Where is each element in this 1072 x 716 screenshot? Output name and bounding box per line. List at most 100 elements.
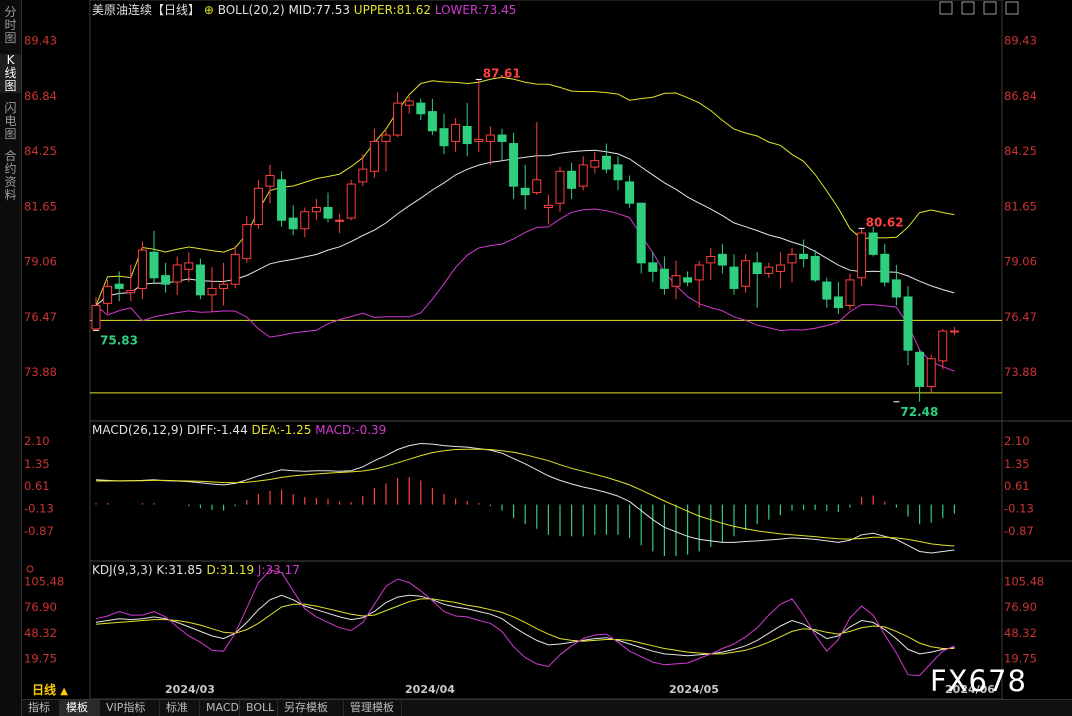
bottom-tab-3[interactable]: 标准 xyxy=(160,700,200,716)
candle-body-62 xyxy=(810,255,820,281)
bottom-toolbar: 指标 模板 VIP指标 标准 MACD BOLL 另存模板 管理模板 xyxy=(22,699,1072,716)
candle-body-47 xyxy=(636,202,646,264)
header-part-2: ⊕ xyxy=(200,3,218,17)
candle-body-15 xyxy=(265,175,275,187)
kdj-tick-right-3: 19.75 xyxy=(1004,652,1037,666)
macd-tick-left-2: 0.61 xyxy=(24,479,50,493)
macd-tick-right-2: 0.61 xyxy=(1004,479,1030,493)
candle-body-36 xyxy=(509,143,519,187)
bottom-tab-2[interactable]: VIP指标 xyxy=(100,700,160,716)
candle-body-49 xyxy=(659,268,669,289)
macd-diff-line xyxy=(95,442,955,554)
price-tick-right-1: 86.84 xyxy=(1004,89,1037,103)
price-tick-left-0: 89.43 xyxy=(24,34,57,48)
candle-body-58 xyxy=(764,266,774,275)
macd-header: MACD(26,12,9) DIFF:-1.44 DEA:-1.25 MACD:… xyxy=(92,423,386,437)
candle-body-57 xyxy=(752,262,762,275)
bottom-tab-7[interactable]: 管理模板 xyxy=(344,700,402,716)
candle-body-21 xyxy=(335,219,345,222)
candle-body-38 xyxy=(532,179,542,194)
price-tick-left-6: 73.88 xyxy=(24,365,57,379)
boll-upper-line xyxy=(95,76,955,306)
annotation-label-0: 87.61 xyxy=(483,66,521,80)
annotation-label-2: 75.83 xyxy=(100,333,138,347)
candle-body-51 xyxy=(683,277,693,283)
kdj-settings-icon xyxy=(26,565,34,573)
candle-body-40 xyxy=(555,170,565,204)
sidebar-tab-2[interactable]: 闪电图 xyxy=(4,101,17,141)
candle-body-1 xyxy=(103,285,113,304)
restore-window-icon[interactable] xyxy=(983,1,997,15)
candle-body-9 xyxy=(195,264,205,296)
macd-header-part-2: DEA:-1.25 xyxy=(252,423,316,437)
bottom-tab-6[interactable]: 另存模板 xyxy=(278,700,344,716)
macd-tick-left-4: -0.87 xyxy=(24,524,54,538)
price-tick-right-6: 73.88 xyxy=(1004,365,1037,379)
candle-body-74 xyxy=(949,330,959,333)
candle-body-68 xyxy=(880,253,890,283)
candle-body-27 xyxy=(404,100,414,106)
bottom-tab-0[interactable]: 指标 xyxy=(22,700,60,716)
candle-body-59 xyxy=(775,264,785,272)
candle-body-24 xyxy=(369,140,379,172)
candle-body-35 xyxy=(497,134,507,142)
macd-tick-right-0: 2.10 xyxy=(1004,434,1030,448)
boll-lower-line xyxy=(95,208,955,372)
chart-canvas: 89.43 89.43 86.84 86.84 84.25 84.25 81.65 81.65… xyxy=(24,0,1072,699)
watermark: FX678 xyxy=(930,664,1027,698)
x-tick-0: 2024/03 xyxy=(165,683,215,696)
price-tick-left-5: 76.47 xyxy=(24,310,57,324)
candle-body-50 xyxy=(671,275,681,287)
candle-body-2 xyxy=(114,283,124,289)
header-part-3: BOLL(20,2) xyxy=(218,3,289,17)
kdj-header-part-3: J:33.17 xyxy=(257,563,300,577)
candle-body-34 xyxy=(485,134,495,142)
candle-body-18 xyxy=(300,211,310,230)
price-tick-right-5: 76.47 xyxy=(1004,310,1037,324)
candle-body-39 xyxy=(543,204,553,208)
candle-body-53 xyxy=(706,255,716,264)
macd-header-part-0: MACD(26,12,9) xyxy=(92,423,187,437)
macd-dea-line xyxy=(96,448,955,547)
candle-body-7 xyxy=(172,264,182,283)
macd-header-part-1: DIFF:-1.44 xyxy=(187,423,252,437)
candle-body-56 xyxy=(741,260,751,287)
macd-header-part-3: MACD:-0.39 xyxy=(315,423,386,437)
candle-body-54 xyxy=(717,253,727,266)
kdj-tick-left-3: 19.75 xyxy=(24,652,57,666)
close-window-icon[interactable] xyxy=(1005,1,1019,15)
macd-tick-left-3: -0.13 xyxy=(24,502,54,516)
candle-body-12 xyxy=(230,253,240,285)
kdj-header-part-0: KDJ(9,3,3) xyxy=(92,563,156,577)
move-window-icon[interactable] xyxy=(939,1,953,15)
kdj-header-part-2: D:31.19 xyxy=(206,563,257,577)
period-selector[interactable]: 日线 ▲ xyxy=(32,683,68,697)
annotation-label-3: 72.48 xyxy=(900,405,938,419)
bottom-tab-5[interactable]: BOLL xyxy=(240,700,278,716)
price-tick-right-4: 79.06 xyxy=(1004,255,1037,269)
candle-body-43 xyxy=(590,160,600,168)
candle-body-10 xyxy=(207,287,217,296)
price-tick-left-1: 86.84 xyxy=(24,89,57,103)
minimize-window-icon[interactable] xyxy=(961,1,975,15)
candle-body-52 xyxy=(694,264,704,281)
candle-body-71 xyxy=(915,351,925,387)
candle-body-23 xyxy=(358,168,368,183)
kdj-j-line xyxy=(95,569,955,677)
sidebar-tab-0[interactable]: 分时图 xyxy=(4,5,17,45)
kdj-tick-right-1: 76.90 xyxy=(1004,600,1037,614)
macd-tick-right-3: -0.13 xyxy=(1004,502,1034,516)
bottom-tab-4[interactable]: MACD xyxy=(200,700,240,716)
candle-body-5 xyxy=(149,251,159,279)
macd-tick-left-1: 1.35 xyxy=(24,457,50,471)
candle-body-32 xyxy=(462,126,472,145)
bottom-tab-1[interactable]: 模板 xyxy=(60,700,100,716)
candle-body-16 xyxy=(277,179,287,221)
sidebar-tab-3[interactable]: 合约资料 xyxy=(4,149,17,202)
kdj-k-line xyxy=(95,594,955,657)
x-tick-3: 2024/06 xyxy=(945,683,995,696)
price-tick-right-2: 84.25 xyxy=(1004,144,1037,158)
header-part-6: LOWER:73.45 xyxy=(435,3,517,17)
kdj-d-line xyxy=(95,598,955,655)
